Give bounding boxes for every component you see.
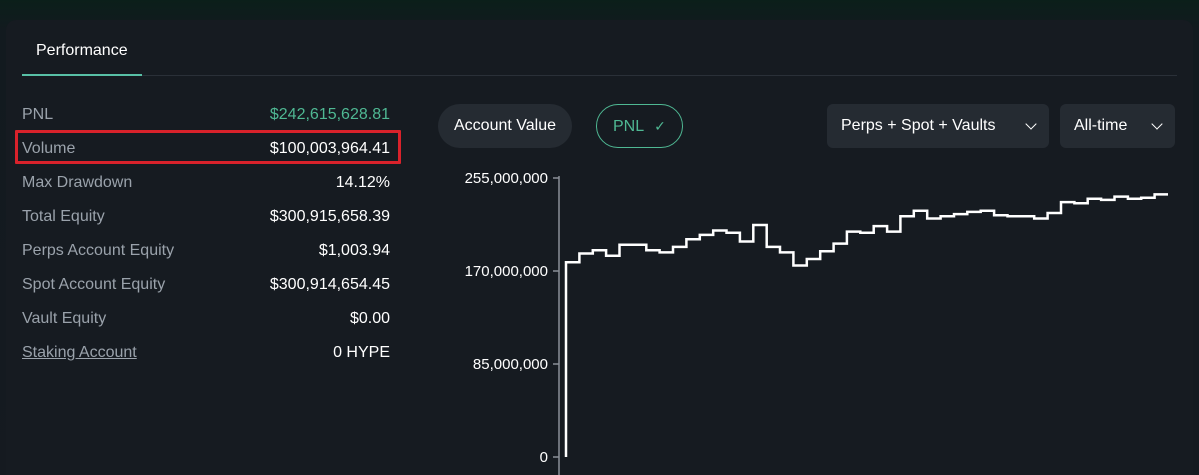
stat-label: Total Equity bbox=[22, 208, 105, 225]
range-select-label: All-time bbox=[1074, 117, 1128, 134]
stat-value-spot-equity: $300,914,654.45 bbox=[269, 276, 390, 293]
stat-label: Spot Account Equity bbox=[22, 276, 166, 293]
stat-label: Volume bbox=[22, 140, 76, 157]
y-tick-label: 85,000,000 bbox=[473, 356, 548, 373]
chart-lines bbox=[564, 193, 1168, 457]
stat-value-max-drawdown: 14.12% bbox=[335, 174, 390, 191]
stat-value-volume: $100,003,964.41 bbox=[269, 140, 390, 157]
stat-row-pnl: PNL $242,615,628.81 bbox=[22, 98, 390, 132]
stat-row-staking-account: Staking Account 0 HYPE bbox=[22, 336, 390, 370]
stat-label: Vault Equity bbox=[22, 310, 107, 327]
chart-y-ticks: 255,000,000 170,000,000 85,000,000 0 bbox=[465, 170, 559, 466]
account-value-label: Account Value bbox=[454, 117, 556, 134]
stat-value-staking-account: 0 HYPE bbox=[333, 344, 390, 361]
stat-value-total-equity: $300,915,658.39 bbox=[269, 208, 390, 225]
stat-row-perps-equity: Perps Account Equity $1,003.94 bbox=[22, 234, 390, 268]
stat-row-volume: Volume $100,003,964.41 bbox=[22, 132, 390, 166]
stat-value-perps-equity: $1,003.94 bbox=[318, 242, 390, 259]
pnl-label: PNL bbox=[613, 118, 645, 135]
range-select[interactable]: All-time bbox=[1060, 104, 1175, 148]
stat-row-max-drawdown: Max Drawdown 14.12% bbox=[22, 166, 390, 200]
filter-select-label: Perps + Spot + Vaults bbox=[841, 117, 996, 134]
stat-row-vault-equity: Vault Equity $0.00 bbox=[22, 302, 390, 336]
stat-value-vault-equity: $0.00 bbox=[349, 310, 390, 327]
staking-account-link[interactable]: Staking Account bbox=[22, 344, 137, 361]
volume-highlight-box bbox=[15, 130, 401, 164]
y-tick-label: 255,000,000 bbox=[465, 170, 548, 187]
stat-label: Max Drawdown bbox=[22, 174, 133, 191]
stat-row-spot-equity: Spot Account Equity $300,914,654.45 bbox=[22, 268, 390, 302]
y-tick-label: 170,000,000 bbox=[465, 263, 548, 280]
y-tick-label: 0 bbox=[540, 449, 548, 466]
series-line-0 bbox=[564, 193, 1168, 457]
performance-panel: Performance PNL $242,615,628.81 Volume $… bbox=[6, 20, 1193, 475]
check-icon: ✓ bbox=[654, 118, 666, 134]
pnl-button[interactable]: PNL ✓ bbox=[596, 104, 683, 148]
stat-row-total-equity: Total Equity $300,915,658.39 bbox=[22, 200, 390, 234]
stat-value-pnl: $242,615,628.81 bbox=[269, 106, 390, 123]
filter-select[interactable]: Perps + Spot + Vaults bbox=[827, 104, 1049, 148]
stat-label: PNL bbox=[22, 106, 54, 123]
account-value-button[interactable]: Account Value bbox=[438, 104, 572, 148]
tab-performance[interactable]: Performance bbox=[22, 20, 142, 76]
tab-bar: Performance bbox=[22, 20, 1177, 76]
stat-label: Perps Account Equity bbox=[22, 242, 175, 259]
stats-list: PNL $242,615,628.81 Volume $100,003,964.… bbox=[22, 98, 390, 370]
